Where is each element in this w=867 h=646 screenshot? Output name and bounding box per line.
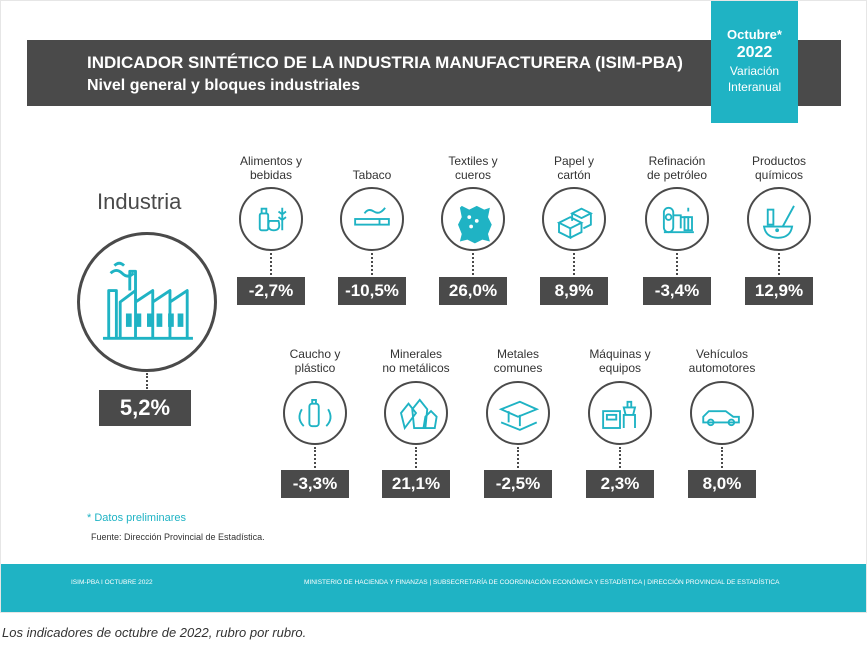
footer-right-text: MINISTERIO DE HACIENDA Y FINANZAS | SUBS…	[304, 579, 780, 586]
sector-10-connector	[721, 447, 723, 468]
sector-2-value: 26,0%	[439, 277, 507, 305]
sector-9-connector	[619, 447, 621, 468]
sector-9-value: 2,3%	[586, 470, 654, 498]
sector-4-label: Refinación de petróleo	[617, 154, 737, 182]
sector-4-connector	[676, 253, 678, 275]
sector-0-label: Alimentos y bebidas	[211, 154, 331, 182]
sector-1-connector	[371, 253, 373, 275]
sector-3-label-line: cartón	[557, 168, 591, 182]
factory-icon	[77, 232, 217, 372]
sector-5-value: 12,9%	[745, 277, 813, 305]
sector-10-value: 8,0%	[688, 470, 756, 498]
sector-1-label-line: Tabaco	[352, 168, 392, 182]
infographic-card: INDICADOR SINTÉTICO DE LA INDUSTRIA MANU…	[0, 0, 867, 613]
sector-3-connector	[573, 253, 575, 275]
cigarette-icon	[340, 187, 404, 251]
footer-bar: ISIM-PBA I OCTUBRE 2022 MINISTERIO DE HA…	[1, 564, 866, 612]
sector-3-value: 8,9%	[540, 277, 608, 305]
sector-9-label-line: equipos	[598, 361, 642, 375]
source-note: Fuente: Dirección Provincial de Estadíst…	[91, 532, 265, 542]
hide-leather-icon	[441, 187, 505, 251]
sector-0-value: -2,7%	[237, 277, 305, 305]
sector-2-label-line: Textiles y	[448, 154, 498, 168]
refinery-icon	[645, 187, 709, 251]
sector-6-label-line: Caucho y	[289, 347, 341, 361]
sector-3-label: Papel y cartón	[514, 154, 634, 182]
sector-7-label-line: Minerales	[389, 347, 443, 361]
sector-6-label: Caucho y plástico	[255, 347, 375, 375]
period-year: 2022	[736, 44, 773, 61]
sector-8-value: -2,5%	[484, 470, 552, 498]
period-month: Octubre*	[727, 27, 782, 42]
sector-10-label: Vehículos automotores	[662, 347, 782, 375]
sector-10-label-line: Vehículos	[695, 347, 749, 361]
sector-6-value: -3,3%	[281, 470, 349, 498]
total-label: Industria	[97, 189, 182, 214]
sector-3-label-line: Papel y	[553, 154, 595, 168]
sector-1-value: -10,5%	[338, 277, 406, 305]
chemistry-icon	[747, 187, 811, 251]
image-caption: Los indicadores de octubre de 2022, rubr…	[2, 625, 307, 640]
sector-0-label-line: bebidas	[249, 168, 293, 182]
sector-7-label-line: no metálicos	[382, 361, 450, 375]
preliminary-note: * Datos preliminares	[87, 512, 187, 524]
chart-subtitle: Nivel general y bloques industriales	[87, 77, 360, 94]
machine-icon	[588, 381, 652, 445]
sector-5-label-line: químicos	[754, 168, 804, 182]
sector-10-label-line: automotores	[688, 361, 756, 375]
sector-5-label: Productos químicos	[719, 154, 839, 182]
sector-2-label-line: cueros	[454, 168, 492, 182]
sector-4-label-line: Refinación	[648, 154, 706, 168]
food-beverage-icon	[239, 187, 303, 251]
sector-7-connector	[415, 447, 417, 468]
title-banner: INDICADOR SINTÉTICO DE LA INDUSTRIA MANU…	[27, 40, 841, 106]
sector-8-connector	[517, 447, 519, 468]
period-measure-line1: Variación	[729, 64, 780, 78]
steel-beam-icon	[486, 381, 550, 445]
sector-7-label: Minerales no metálicos	[356, 347, 476, 375]
sector-8-label-line: Metales	[496, 347, 540, 361]
sector-5-label-line: Productos	[751, 154, 807, 168]
chart-title: INDICADOR SINTÉTICO DE LA INDUSTRIA MANU…	[87, 53, 683, 72]
sector-2-label: Textiles y cueros	[413, 154, 533, 182]
sector-8-label: Metales comunes	[458, 347, 578, 375]
footer-left-text: ISIM-PBA I OCTUBRE 2022	[71, 579, 153, 586]
period-measure-line2: Interanual	[727, 80, 782, 94]
sector-8-label-line: comunes	[493, 361, 543, 375]
sector-9-label: Máquinas y equipos	[560, 347, 680, 375]
sector-4-value: -3,4%	[643, 277, 711, 305]
recycle-bottle-icon	[283, 381, 347, 445]
total-connector	[146, 373, 148, 389]
sector-4-label-line: de petróleo	[646, 168, 708, 182]
sector-6-label-line: plástico	[294, 361, 336, 375]
sector-0-connector	[270, 253, 272, 275]
crystal-icon	[384, 381, 448, 445]
sector-2-connector	[472, 253, 474, 275]
total-value: 5,2%	[99, 390, 191, 426]
sector-0-label-line: Alimentos y	[239, 154, 303, 168]
sector-7-value: 21,1%	[382, 470, 450, 498]
boxes-icon	[542, 187, 606, 251]
sector-6-connector	[314, 447, 316, 468]
sector-9-label-line: Máquinas y	[589, 347, 651, 361]
sector-1-label: Tabaco	[312, 168, 432, 182]
car-icon	[690, 381, 754, 445]
period-tag: Octubre* 2022 Variación Interanual	[711, 1, 798, 123]
sector-5-connector	[778, 253, 780, 275]
